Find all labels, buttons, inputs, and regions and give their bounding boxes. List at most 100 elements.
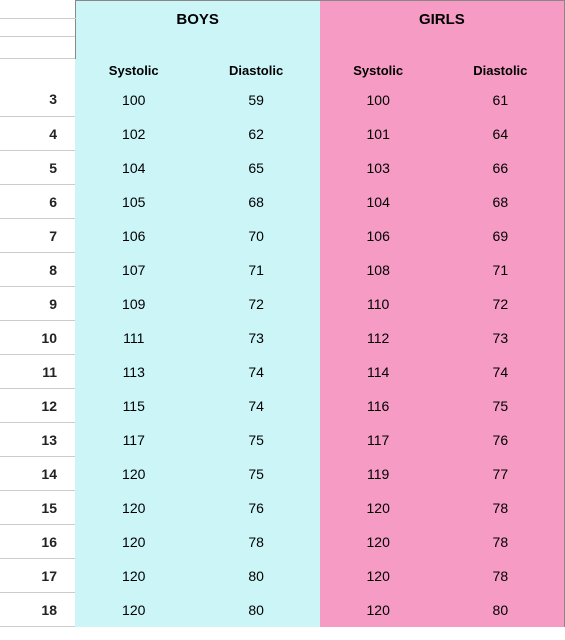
boys-systolic-cell: 102	[75, 117, 192, 151]
age-cell: 5	[0, 151, 75, 185]
girls-systolic-cell: 103	[320, 151, 437, 185]
age-blank-2	[0, 19, 75, 37]
boys-systolic-cell: 107	[75, 253, 192, 287]
table-row: 41026210164	[0, 117, 565, 151]
age-cell: 8	[0, 253, 75, 287]
boys-systolic-cell: 106	[75, 219, 192, 253]
boys-systolic-cell: 109	[75, 287, 192, 321]
table-row: 81077110871	[0, 253, 565, 287]
age-cell: 7	[0, 219, 75, 253]
girls-systolic-cell: 100	[320, 83, 437, 117]
girls-diastolic-cell: 74	[437, 355, 565, 389]
girls-systolic-cell: 117	[320, 423, 437, 457]
table-row: 71067010669	[0, 219, 565, 253]
age-cell: 13	[0, 423, 75, 457]
boys-diastolic-cell: 76	[192, 491, 319, 525]
girls-diastolic-cell: 75	[437, 389, 565, 423]
boys-systolic-cell: 117	[75, 423, 192, 457]
boys-diastolic-cell: 65	[192, 151, 319, 185]
boys-diastolic-cell: 74	[192, 389, 319, 423]
boys-diastolic-cell: 73	[192, 321, 319, 355]
boys-diastolic-cell: 78	[192, 525, 319, 559]
boys-diastolic-cell: 68	[192, 185, 319, 219]
boys-systolic-cell: 120	[75, 491, 192, 525]
table-row: 171208012078	[0, 559, 565, 593]
girls-systolic-cell: 106	[320, 219, 437, 253]
table-row: 181208012080	[0, 593, 565, 627]
boys-diastolic-cell: 80	[192, 559, 319, 593]
boys-systolic-cell: 100	[75, 83, 192, 117]
age-cell: 6	[0, 185, 75, 219]
girls-diastolic-header: Diastolic	[437, 59, 565, 83]
girls-diastolic-cell: 61	[437, 83, 565, 117]
girls-diastolic-cell: 69	[437, 219, 565, 253]
age-cell: 11	[0, 355, 75, 389]
girls-diastolic-cell: 64	[437, 117, 565, 151]
girls-group-header: GIRLS	[320, 1, 565, 59]
table-row: 121157411675	[0, 389, 565, 423]
boys-diastolic-cell: 59	[192, 83, 319, 117]
age-cell: 18	[0, 593, 75, 627]
age-cell: 15	[0, 491, 75, 525]
age-cell: 17	[0, 559, 75, 593]
girls-systolic-cell: 110	[320, 287, 437, 321]
age-cell: 14	[0, 457, 75, 491]
table-row: 161207812078	[0, 525, 565, 559]
girls-diastolic-cell: 80	[437, 593, 565, 627]
boys-diastolic-cell: 74	[192, 355, 319, 389]
group-header-row: BOYS GIRLS	[0, 1, 565, 19]
sub-header-row: Systolic Diastolic Systolic Diastolic	[0, 59, 565, 83]
age-cell: 9	[0, 287, 75, 321]
girls-systolic-cell: 108	[320, 253, 437, 287]
table-row: 131177511776	[0, 423, 565, 457]
boys-systolic-cell: 104	[75, 151, 192, 185]
boys-diastolic-cell: 72	[192, 287, 319, 321]
girls-diastolic-cell: 71	[437, 253, 565, 287]
table-row: 151207612078	[0, 491, 565, 525]
boys-systolic-cell: 120	[75, 559, 192, 593]
table-row: 111137411474	[0, 355, 565, 389]
boys-systolic-cell: 120	[75, 457, 192, 491]
boys-systolic-cell: 115	[75, 389, 192, 423]
boys-group-header: BOYS	[75, 1, 320, 59]
age-cell: 10	[0, 321, 75, 355]
boys-diastolic-cell: 80	[192, 593, 319, 627]
boys-systolic-header: Systolic	[75, 59, 192, 83]
age-cell: 3	[0, 83, 75, 117]
girls-diastolic-cell: 78	[437, 559, 565, 593]
girls-diastolic-cell: 68	[437, 185, 565, 219]
girls-diastolic-cell: 76	[437, 423, 565, 457]
boys-diastolic-header: Diastolic	[192, 59, 319, 83]
table-row: 141207511977	[0, 457, 565, 491]
girls-systolic-cell: 114	[320, 355, 437, 389]
girls-systolic-cell: 120	[320, 525, 437, 559]
girls-systolic-cell: 101	[320, 117, 437, 151]
girls-diastolic-cell: 78	[437, 491, 565, 525]
girls-systolic-cell: 120	[320, 491, 437, 525]
girls-diastolic-cell: 77	[437, 457, 565, 491]
boys-systolic-cell: 113	[75, 355, 192, 389]
girls-systolic-cell: 104	[320, 185, 437, 219]
boys-diastolic-cell: 75	[192, 457, 319, 491]
boys-diastolic-cell: 71	[192, 253, 319, 287]
bp-table-real: BOYS GIRLS Systolic Diastolic Systolic D…	[0, 0, 565, 627]
boys-systolic-cell: 120	[75, 593, 192, 627]
girls-systolic-header: Systolic	[320, 59, 437, 83]
data-body: 3100591006141026210164510465103666105681…	[0, 83, 565, 627]
boys-systolic-cell: 111	[75, 321, 192, 355]
age-col-header	[0, 59, 75, 83]
age-cell: 12	[0, 389, 75, 423]
boys-systolic-cell: 105	[75, 185, 192, 219]
age-blank-1	[0, 1, 75, 19]
table-row: 51046510366	[0, 151, 565, 185]
girls-diastolic-cell: 72	[437, 287, 565, 321]
girls-diastolic-cell: 66	[437, 151, 565, 185]
table-row: 91097211072	[0, 287, 565, 321]
girls-systolic-cell: 120	[320, 559, 437, 593]
girls-diastolic-cell: 73	[437, 321, 565, 355]
girls-systolic-cell: 120	[320, 593, 437, 627]
age-cell: 4	[0, 117, 75, 151]
table-row: 31005910061	[0, 83, 565, 117]
age-blank-3	[0, 37, 75, 59]
table-row: 101117311273	[0, 321, 565, 355]
